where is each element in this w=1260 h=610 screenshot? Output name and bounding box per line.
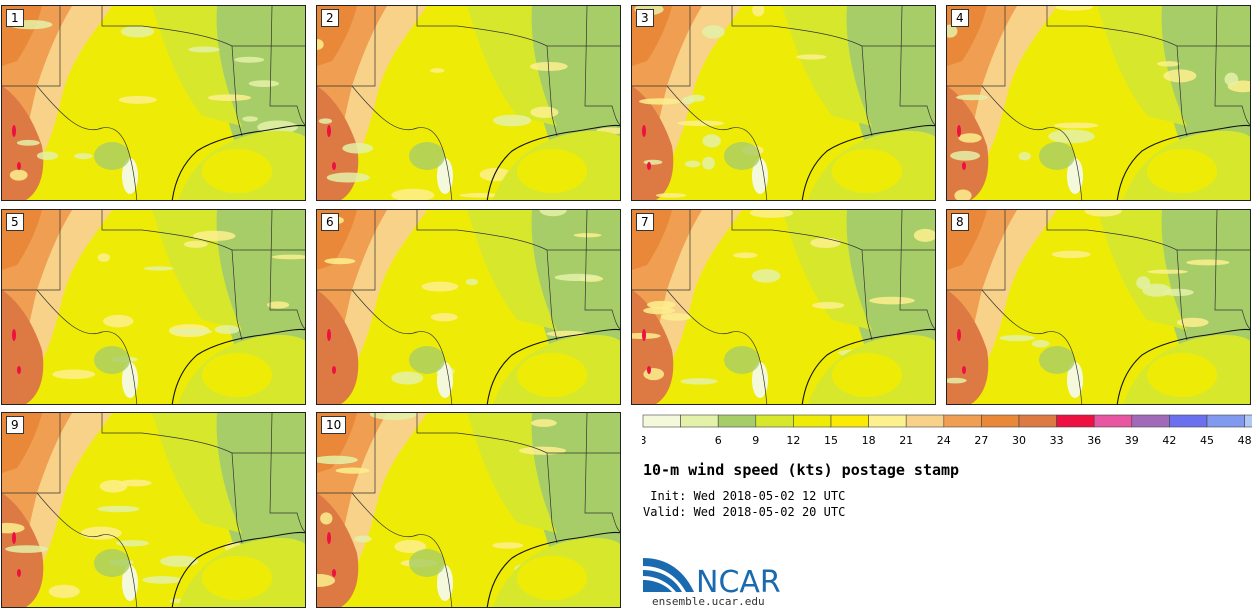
colorbar-tick-label: 3 <box>642 434 647 447</box>
colorbar-swatch <box>981 414 1020 428</box>
colorbar: 3 6 9 12 15 18 21 24 27 30 33 36 39 42 45 48 <box>642 414 1252 447</box>
colorbar-swatch <box>1206 414 1245 428</box>
wind-speed-map <box>632 210 935 404</box>
member-panel: 2 <box>316 5 621 201</box>
member-panel: 9 <box>1 412 306 608</box>
member-panel: 6 <box>316 209 621 405</box>
member-panel: 8 <box>946 209 1251 405</box>
colorbar-swatch <box>717 414 757 428</box>
colorbar-tick-label: 45 <box>1200 434 1214 447</box>
member-number: 10 <box>321 416 347 434</box>
colorbar-tick-label: 15 <box>824 434 838 447</box>
member-panel: 5 <box>1 209 306 405</box>
member-number: 8 <box>951 213 969 231</box>
wind-speed-map <box>317 413 620 607</box>
wind-speed-map <box>2 210 305 404</box>
logo-text: NCAR <box>696 565 781 596</box>
wind-speed-map <box>947 210 1250 404</box>
colorbar-swatch <box>1131 414 1170 428</box>
wind-speed-map <box>2 413 305 607</box>
member-number: 3 <box>636 9 654 27</box>
colorbar-swatch <box>642 414 681 428</box>
wind-speed-map <box>947 6 1250 200</box>
colorbar-swatch <box>1244 414 1252 428</box>
wind-speed-map <box>2 6 305 200</box>
colorbar-tick-label: 24 <box>937 434 951 447</box>
member-number: 7 <box>636 213 654 231</box>
wind-speed-map <box>632 6 935 200</box>
colorbar-tick-label: 36 <box>1087 434 1101 447</box>
colorbar-tick-label: 33 <box>1050 434 1064 447</box>
init-time: Init: Wed 2018-05-02 12 UTC <box>643 489 846 503</box>
colorbar-tick-label: 6 <box>715 434 722 447</box>
ncar-logo: NCAR <box>643 558 781 596</box>
site-url: ensemble.ucar.edu <box>652 595 765 608</box>
valid-time: Valid: Wed 2018-05-02 20 UTC <box>643 505 846 519</box>
member-panel: 3 <box>631 5 936 201</box>
member-number: 1 <box>6 9 24 27</box>
colorbar-swatch <box>1018 414 1057 428</box>
colorbar-swatch <box>905 414 945 428</box>
member-panel: 1 <box>1 5 306 201</box>
colorbar-tick-label: 21 <box>899 434 913 447</box>
colorbar-swatch <box>793 414 832 428</box>
colorbar-tick-label: 48 <box>1238 434 1252 447</box>
chart-title: 10-m wind speed (kts) postage stamp <box>643 461 960 479</box>
colorbar-tick-label: 27 <box>974 434 988 447</box>
colorbar-tick-label: 42 <box>1162 434 1176 447</box>
colorbar-tick-label: 30 <box>1012 434 1026 447</box>
member-number: 2 <box>321 9 339 27</box>
colorbar-tick-label: 12 <box>786 434 800 447</box>
colorbar-swatch <box>680 414 719 428</box>
ncar-swoosh-icon <box>643 558 694 592</box>
colorbar-swatch <box>943 414 982 428</box>
colorbar-swatch <box>868 414 907 428</box>
member-number: 4 <box>951 9 969 27</box>
member-number: 9 <box>6 416 24 434</box>
colorbar-swatch <box>1169 414 1208 428</box>
member-panel: 7 <box>631 209 936 405</box>
colorbar-swatch <box>830 414 869 428</box>
member-panel: 4 <box>946 5 1251 201</box>
colorbar-swatch <box>1093 414 1133 428</box>
colorbar-tick-label: 18 <box>862 434 876 447</box>
colorbar-tick-label: 39 <box>1125 434 1139 447</box>
colorbar-swatch <box>1056 414 1095 428</box>
wind-speed-map <box>317 6 620 200</box>
member-panel: 10 <box>316 412 621 608</box>
member-number: 6 <box>321 213 339 231</box>
wind-speed-map <box>317 210 620 404</box>
member-number: 5 <box>6 213 24 231</box>
colorbar-swatch <box>755 414 794 428</box>
colorbar-tick-label: 9 <box>752 434 759 447</box>
